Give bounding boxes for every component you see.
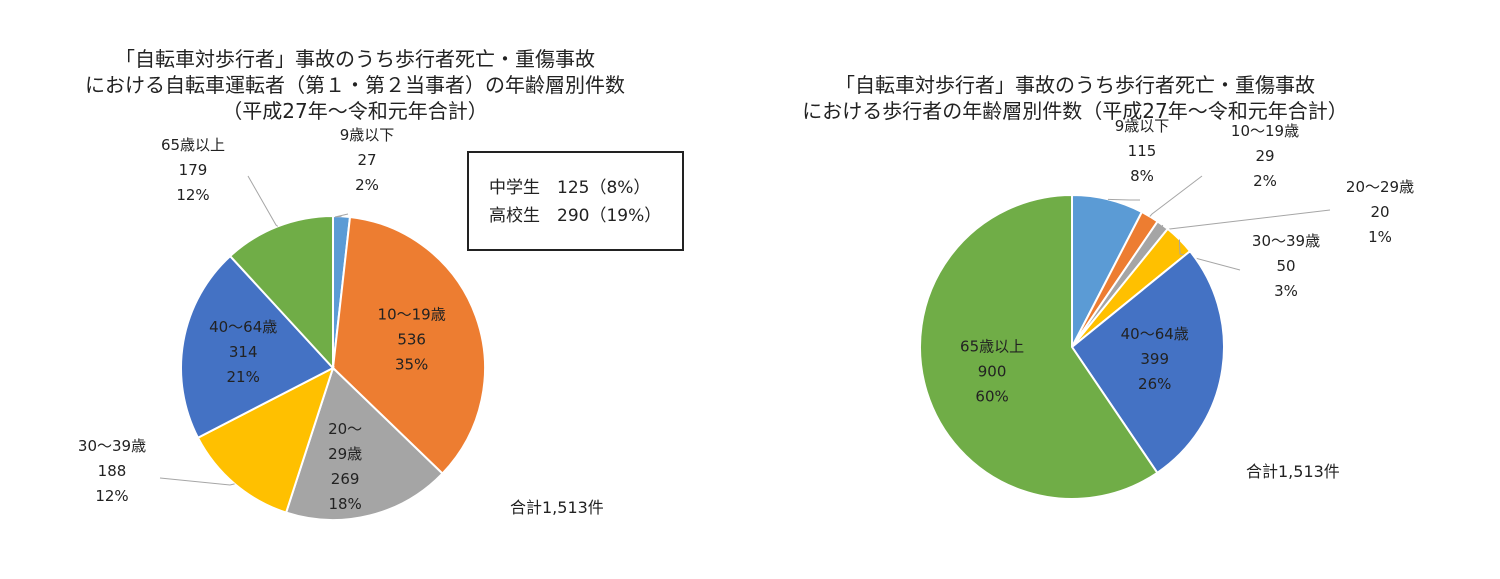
leader-line bbox=[247, 175, 279, 227]
slice-category-text: 65歳以上 bbox=[960, 338, 1024, 356]
slice-label: 10～19歳 536 35% bbox=[378, 306, 446, 374]
slice-value-text: 900 bbox=[978, 363, 1007, 381]
slice-value-text: 115 bbox=[1128, 142, 1157, 160]
pie-chart-svg: 9歳以下 27 2% 10～19歳 536 35% 20～ 29歳 269 18% 30～39歳 18… bbox=[78, 126, 486, 521]
slice-label: 40～64歳 399 26% bbox=[1121, 325, 1189, 393]
slice-label: 65歳以上 900 60% bbox=[960, 338, 1024, 406]
slice-percent-text: 3% bbox=[1274, 282, 1298, 300]
slice-category-text: 10～19歳 bbox=[378, 306, 446, 324]
slice-category-text: 30～39歳 bbox=[78, 437, 146, 455]
slice-category-text: 65歳以上 bbox=[161, 136, 225, 154]
slice-category-text: 10～19歳 bbox=[1231, 122, 1299, 140]
leader-line bbox=[334, 213, 349, 218]
slice-percent-text: 2% bbox=[1253, 172, 1277, 190]
student-note-box: 中学生 125（8%） 高校生 290（19%） bbox=[467, 151, 684, 251]
slice-percent-text: 12% bbox=[176, 186, 209, 204]
slice-label: 30～39歳 50 3% bbox=[1252, 232, 1320, 300]
slice-category-text: 20～ bbox=[328, 420, 362, 438]
slice-category-text: 40～64歳 bbox=[209, 318, 277, 336]
slice-value-text: 269 bbox=[331, 470, 360, 488]
slice-percent-text: 8% bbox=[1130, 167, 1154, 185]
slice-value-text: 536 bbox=[397, 331, 426, 349]
slice-category-text: 40～64歳 bbox=[1121, 325, 1189, 343]
slice-value-text: 314 bbox=[229, 343, 258, 361]
note-high-school: 高校生 290（19%） bbox=[489, 206, 662, 226]
slice-value-text: 29 bbox=[1255, 147, 1274, 165]
slice-percent-text: 12% bbox=[95, 487, 128, 505]
pie-slice bbox=[180, 254, 335, 440]
slice-label: 20～29歳 20 1% bbox=[1346, 178, 1414, 246]
chart-title-line-1: 「自転車対歩行者」事故のうち歩行者死亡・重傷事故 bbox=[115, 47, 595, 71]
slice-label: 65歳以上 179 12% bbox=[161, 136, 225, 204]
slice-percent-text: 1% bbox=[1368, 228, 1392, 246]
chart-title-line-2: における歩行者の年齢層別件数（平成27年～令和元年合計） bbox=[802, 99, 1348, 123]
pie-slice bbox=[919, 193, 1159, 500]
slice-percent-text: 60% bbox=[975, 388, 1008, 406]
chart-title-line-1: 「自転車対歩行者」事故のうち歩行者死亡・重傷事故 bbox=[835, 73, 1315, 97]
total-label: 合計1,513件 bbox=[510, 498, 604, 517]
total-label: 合計1,513件 bbox=[1246, 462, 1340, 481]
slice-percent-text: 21% bbox=[227, 368, 260, 386]
slice-category-text: 30～39歳 bbox=[1252, 232, 1320, 250]
slice-value-text: 20 bbox=[1370, 203, 1389, 221]
slice-percent-text: 26% bbox=[1138, 375, 1171, 393]
slice-value-text: 27 bbox=[357, 151, 376, 169]
chart-title-line-3: （平成27年～令和元年合計） bbox=[222, 99, 488, 123]
pie-chart-svg: 9歳以下 115 8% 10～19歳 29 2% 20～29歳 20 1% 30～39歳 50 3% 4… bbox=[919, 117, 1414, 500]
slice-category-text: 29歳 bbox=[328, 445, 362, 463]
slice-category-text: 9歳以下 bbox=[1115, 117, 1170, 135]
note-junior-high: 中学生 125（8%） bbox=[489, 178, 651, 198]
chart-title: 「自転車対歩行者」事故のうち歩行者死亡・重傷事故 における自転車運転者（第１・第… bbox=[0, 46, 710, 124]
slice-value-text: 399 bbox=[1140, 350, 1169, 368]
slice-category-text: 9歳以下 bbox=[340, 126, 395, 144]
slice-label: 30～39歳 188 12% bbox=[78, 437, 146, 505]
pie-slice bbox=[228, 214, 334, 371]
slice-percent-text: 2% bbox=[355, 176, 379, 194]
leader-line bbox=[1178, 239, 1241, 271]
chart-title: 「自転車対歩行者」事故のうち歩行者死亡・重傷事故 における歩行者の年齢層別件数（… bbox=[750, 72, 1400, 124]
pie-slice bbox=[1070, 249, 1225, 475]
chart-title-line-2: における自転車運転者（第１・第２当事者）の年齢層別件数 bbox=[85, 73, 625, 97]
slice-value-text: 179 bbox=[179, 161, 208, 179]
leader-line bbox=[159, 477, 235, 486]
leader-line bbox=[1107, 198, 1140, 201]
slice-label: 40～64歳 314 21% bbox=[209, 318, 277, 386]
leader-line bbox=[1160, 209, 1331, 231]
slice-label: 9歳以下 27 2% bbox=[340, 126, 395, 194]
pie-slice bbox=[331, 215, 486, 475]
slice-category-text: 20～29歳 bbox=[1346, 178, 1414, 196]
pie-slice bbox=[284, 366, 444, 521]
slice-percent-text: 35% bbox=[395, 356, 428, 374]
slice-value-text: 188 bbox=[98, 462, 127, 480]
chart-pedestrian-age: 「自転車対歩行者」事故のうち歩行者死亡・重傷事故 における歩行者の年齢層別件数（… bbox=[750, 0, 1500, 579]
slice-label: 20～ 29歳 269 18% bbox=[328, 420, 362, 513]
slice-label: 9歳以下 115 8% bbox=[1115, 117, 1170, 185]
chart-driver-age: 「自転車対歩行者」事故のうち歩行者死亡・重傷事故 における自転車運転者（第１・第… bbox=[0, 46, 710, 521]
slice-label: 10～19歳 29 2% bbox=[1231, 122, 1299, 190]
slice-percent-text: 18% bbox=[328, 495, 361, 513]
slice-value-text: 50 bbox=[1276, 257, 1295, 275]
leader-line bbox=[1149, 175, 1203, 217]
